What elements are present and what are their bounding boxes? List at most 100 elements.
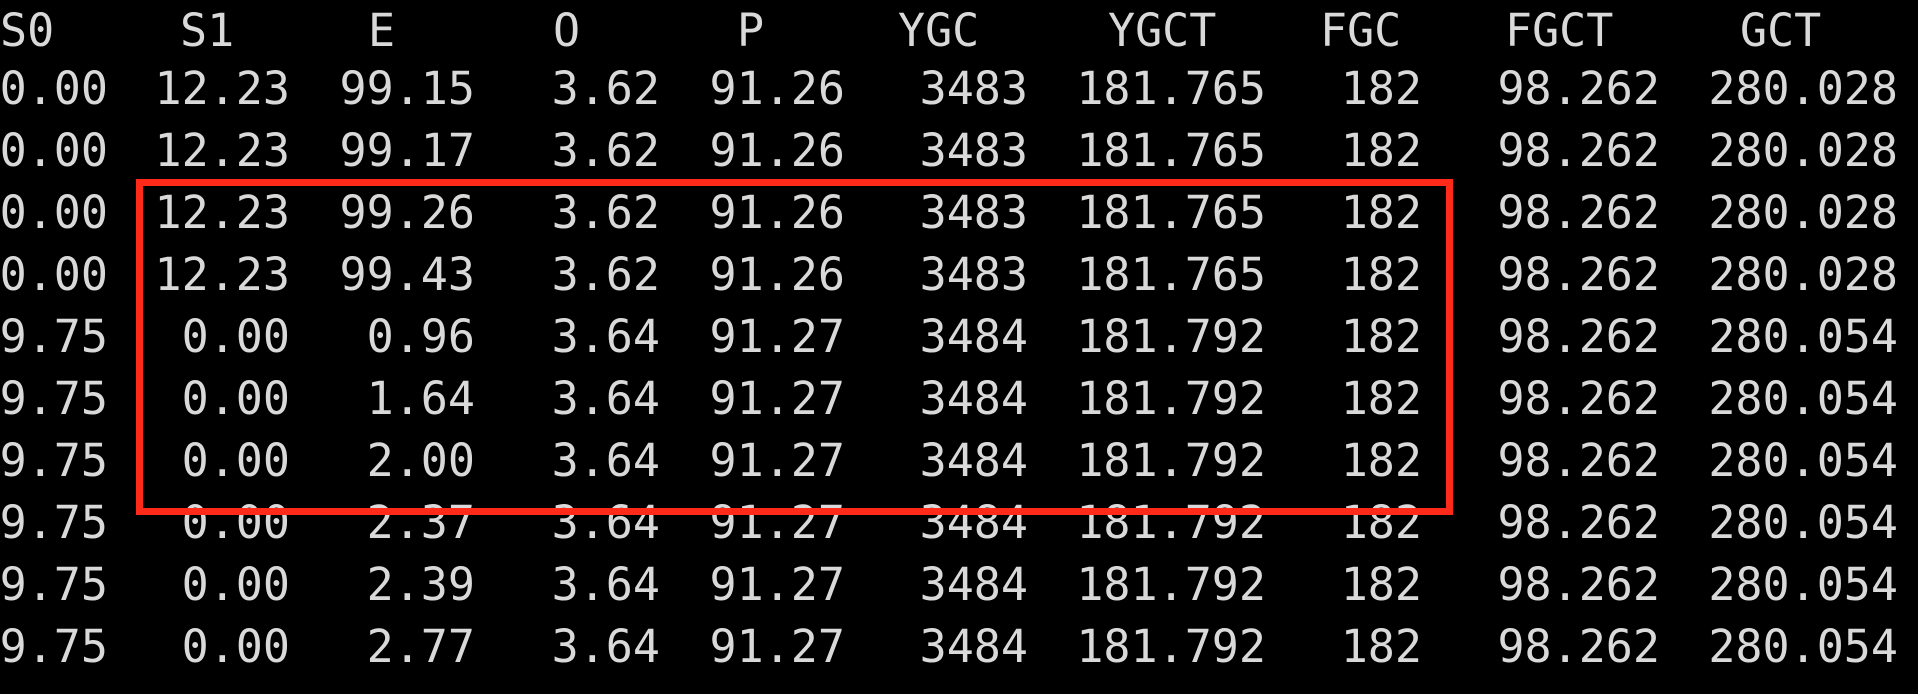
cell-fgct: 98.262 — [1497, 124, 1660, 177]
cell-ygct: 181.765 — [1076, 62, 1266, 115]
cell-gct: 280.028 — [1708, 62, 1898, 115]
header-p: P — [737, 4, 765, 57]
cell-fgc: 182 — [1340, 186, 1422, 239]
cell-gct: 280.028 — [1708, 124, 1898, 177]
cell-o: 3.64 — [551, 310, 660, 363]
cell-fgct: 98.262 — [1497, 186, 1660, 239]
cell-s0: 0.00 — [0, 124, 108, 177]
cell-s0: 9.75 — [0, 372, 108, 425]
cell-fgc: 182 — [1340, 496, 1422, 549]
cell-ygc: 3484 — [919, 496, 1028, 549]
header-ygct: YGCT — [1108, 4, 1217, 57]
cell-p: 91.26 — [709, 124, 845, 177]
cell-ygc: 3483 — [919, 186, 1028, 239]
header-ygc: YGC — [898, 4, 980, 57]
table-row: 0.00 12.23 99.17 3.62 91.26 3483 181.765 182 98.… — [0, 120, 1918, 182]
header-s0: S0 — [0, 4, 55, 57]
cell-fgc: 182 — [1340, 62, 1422, 115]
cell-e: 99.17 — [339, 124, 475, 177]
cell-fgct: 98.262 — [1497, 558, 1660, 611]
cell-s0: 0.00 — [0, 62, 108, 115]
cell-s0: 9.75 — [0, 558, 108, 611]
cell-o: 3.62 — [551, 62, 660, 115]
cell-o: 3.64 — [551, 434, 660, 487]
cell-s1: 12.23 — [154, 248, 290, 301]
cell-fgc: 182 — [1340, 248, 1422, 301]
table-row: 0.00 12.23 99.43 3.62 91.26 3483 181.765 182 98.… — [0, 244, 1918, 306]
cell-ygc: 3483 — [919, 248, 1028, 301]
cell-ygc: 3483 — [919, 124, 1028, 177]
cell-ygc: 3484 — [919, 310, 1028, 363]
cell-ygct: 181.792 — [1076, 310, 1266, 363]
cell-fgc: 182 — [1340, 434, 1422, 487]
cell-p: 91.26 — [709, 186, 845, 239]
cell-gct: 280.028 — [1708, 248, 1898, 301]
table-row: 0.00 12.23 99.26 3.62 91.26 3483 181.765 182 98.… — [0, 182, 1918, 244]
cell-p: 91.27 — [709, 558, 845, 611]
cell-s1: 12.23 — [154, 62, 290, 115]
cell-e: 1.64 — [366, 372, 475, 425]
table-row: 9.75 0.00 1.64 3.64 91.27 3484 181.792 182 98.26… — [0, 368, 1918, 430]
cell-s1: 12.23 — [154, 124, 290, 177]
cell-o: 3.62 — [551, 124, 660, 177]
cell-fgc: 182 — [1340, 620, 1422, 673]
cell-e: 99.26 — [339, 186, 475, 239]
cell-o: 3.64 — [551, 558, 660, 611]
cell-e: 2.77 — [366, 620, 475, 673]
cell-p: 91.27 — [709, 434, 845, 487]
cell-s1: 0.00 — [181, 310, 290, 363]
cell-s0: 9.75 — [0, 310, 108, 363]
cell-fgct: 98.262 — [1497, 248, 1660, 301]
cell-s0: 9.75 — [0, 434, 108, 487]
cell-fgc: 182 — [1340, 558, 1422, 611]
cell-s0: 9.75 — [0, 620, 108, 673]
header-fgct: FGCT — [1505, 4, 1614, 57]
cell-gct: 280.054 — [1708, 310, 1898, 363]
cell-p: 91.26 — [709, 248, 845, 301]
cell-ygct: 181.765 — [1076, 248, 1266, 301]
header-fgc: FGC — [1320, 4, 1402, 57]
table-row: 9.75 0.00 2.39 3.64 91.27 3484 181.792 182 98.26… — [0, 554, 1918, 616]
cell-ygc: 3483 — [919, 62, 1028, 115]
cell-e: 0.96 — [366, 310, 475, 363]
header-e: E — [368, 4, 396, 57]
cell-fgct: 98.262 — [1497, 620, 1660, 673]
cell-ygc: 3484 — [919, 372, 1028, 425]
header-o: O — [553, 4, 581, 57]
cell-ygct: 181.792 — [1076, 434, 1266, 487]
cell-p: 91.27 — [709, 620, 845, 673]
cell-ygct: 181.765 — [1076, 186, 1266, 239]
cell-fgct: 98.262 — [1497, 310, 1660, 363]
cell-s0: 0.00 — [0, 248, 108, 301]
cell-fgc: 182 — [1340, 372, 1422, 425]
cell-ygct: 181.792 — [1076, 496, 1266, 549]
cell-p: 91.27 — [709, 310, 845, 363]
table-row: 0.00 12.23 99.15 3.62 91.26 3483 181.765 182 98.… — [0, 58, 1918, 120]
cell-fgct: 98.262 — [1497, 372, 1660, 425]
table-row: 9.75 0.00 2.00 3.64 91.27 3484 181.792 182 98.26… — [0, 430, 1918, 492]
cell-e: 2.00 — [366, 434, 475, 487]
cell-ygc: 3484 — [919, 558, 1028, 611]
cell-fgc: 182 — [1340, 124, 1422, 177]
cell-e: 99.43 — [339, 248, 475, 301]
cell-p: 91.27 — [709, 496, 845, 549]
cell-o: 3.62 — [551, 248, 660, 301]
table-row: 9.75 0.00 0.96 3.64 91.27 3484 181.792 182 98.26… — [0, 306, 1918, 368]
cell-gct: 280.054 — [1708, 434, 1898, 487]
cell-p: 91.27 — [709, 372, 845, 425]
cell-s0: 0.00 — [0, 186, 108, 239]
cell-s1: 0.00 — [181, 434, 290, 487]
cell-e: 2.39 — [366, 558, 475, 611]
cell-ygct: 181.792 — [1076, 558, 1266, 611]
cell-e: 2.37 — [366, 496, 475, 549]
cell-s1: 0.00 — [181, 496, 290, 549]
cell-o: 3.64 — [551, 372, 660, 425]
cell-o: 3.64 — [551, 620, 660, 673]
cell-ygct: 181.765 — [1076, 124, 1266, 177]
cell-s1: 0.00 — [181, 372, 290, 425]
cell-fgc: 182 — [1340, 310, 1422, 363]
cell-gct: 280.054 — [1708, 558, 1898, 611]
cell-gct: 280.028 — [1708, 186, 1898, 239]
cell-s1: 0.00 — [181, 620, 290, 673]
